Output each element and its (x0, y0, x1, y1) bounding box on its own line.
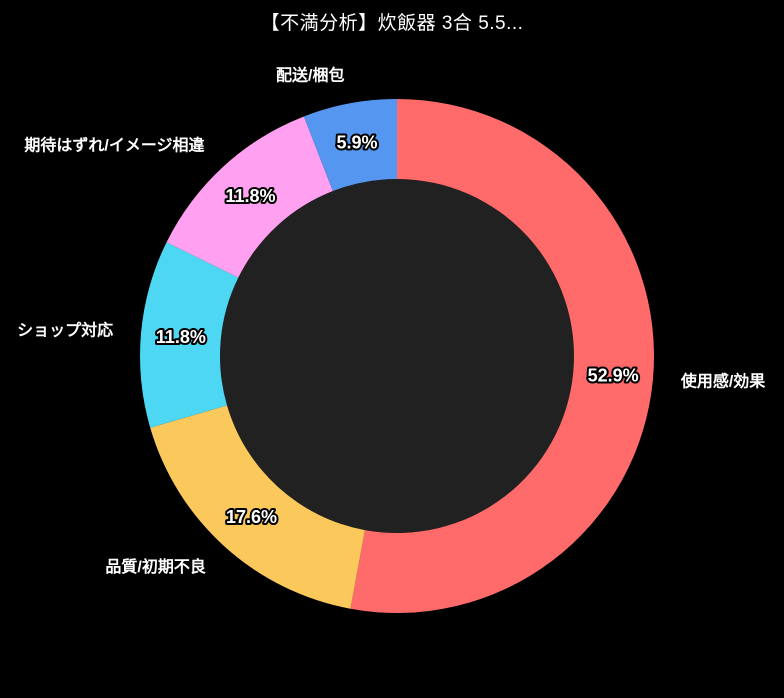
slice-category-label-1: 品質/初期不良 (105, 557, 205, 576)
slice-value-label-4: 5.9% (336, 133, 377, 153)
donut-slice-1[interactable] (150, 405, 365, 609)
slice-value-label-0: 52.9% (588, 366, 639, 386)
slice-value-label-1: 17.6% (226, 507, 277, 527)
slice-value-label-2: 11.8% (156, 327, 206, 347)
donut-hole (220, 179, 574, 533)
donut-slice-0[interactable] (350, 99, 654, 613)
donut-slice-2[interactable] (140, 242, 239, 428)
slice-category-label-4: 配送/梱包 (276, 65, 344, 84)
donut-slice-4[interactable] (303, 99, 397, 192)
slice-category-label-2: ショップ対応 (17, 320, 113, 339)
slice-value-label-3: 11.8% (225, 186, 275, 206)
slice-category-label-0: 使用感/効果 (680, 371, 765, 390)
donut-slice-3[interactable] (166, 116, 333, 278)
chart-title: 【不満分析】炊飯器 3合 5.5... (260, 13, 524, 34)
slice-category-label-3: 期待はずれ/イメージ相違 (24, 135, 204, 154)
